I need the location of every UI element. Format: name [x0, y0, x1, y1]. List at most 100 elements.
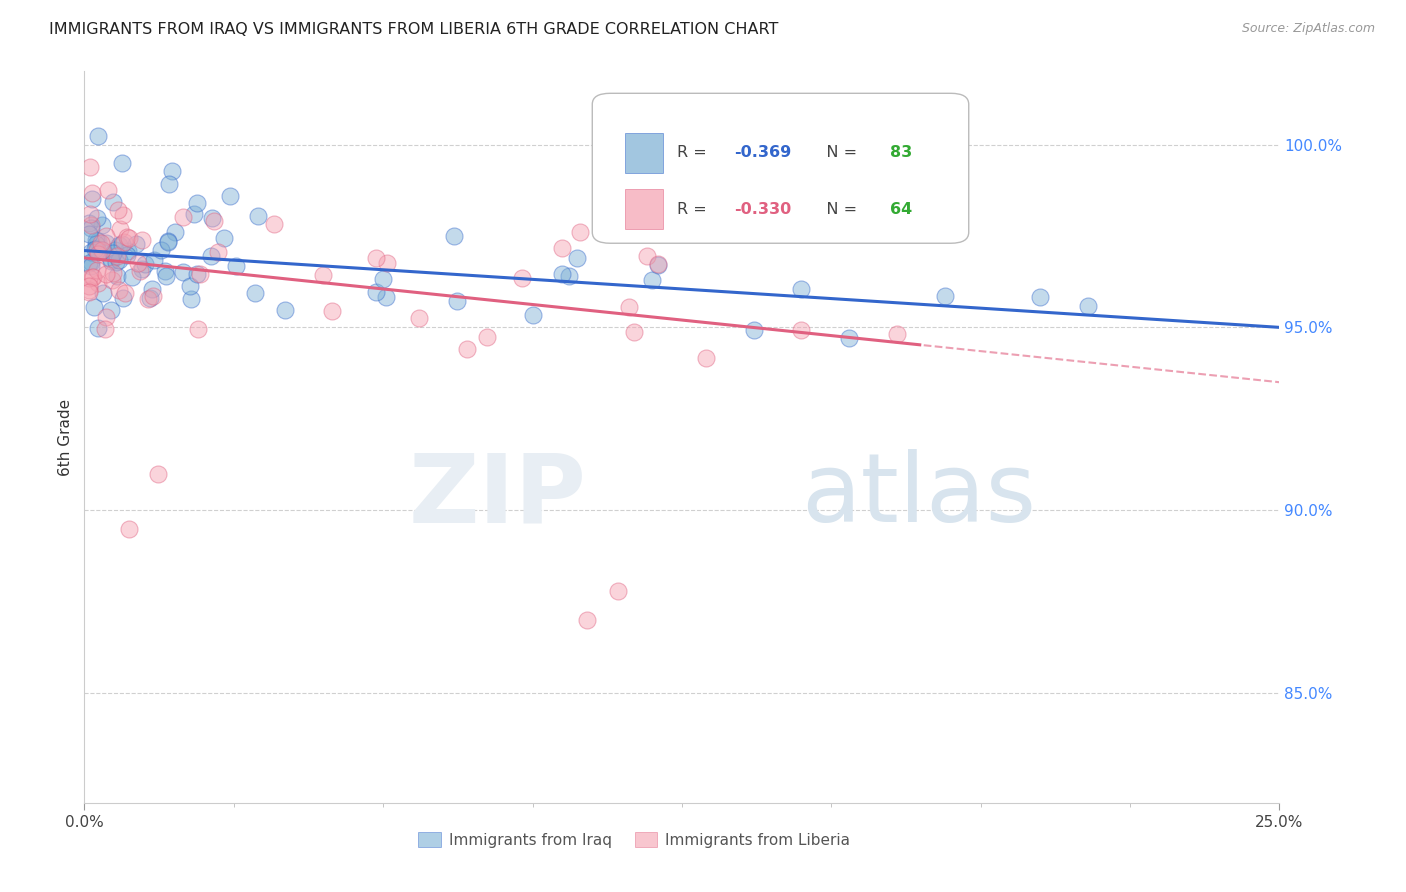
Point [108, 252, 131, 267]
Point [155, 269, 177, 284]
Point [443, 229, 465, 244]
Point [80, 244, 103, 259]
Point [456, 342, 478, 356]
Legend: Immigrants from Iraq, Immigrants from Liberia: Immigrants from Iraq, Immigrants from Li… [412, 825, 856, 854]
Point [695, 351, 717, 365]
Point [172, 265, 194, 279]
Point [157, 235, 180, 249]
Point [121, 270, 143, 285]
Point [96, 310, 118, 324]
Point [101, 246, 124, 260]
Point [886, 326, 908, 341]
Point [790, 322, 813, 336]
Point [225, 259, 247, 273]
Point [101, 194, 124, 209]
Point [86, 242, 108, 256]
Point [510, 270, 533, 285]
Point [117, 244, 139, 258]
Point [263, 217, 285, 231]
Point [134, 258, 156, 272]
Text: 83: 83 [890, 145, 912, 161]
Point [111, 292, 134, 306]
Text: R =: R = [678, 202, 711, 217]
Point [522, 309, 544, 323]
Point [77, 227, 100, 241]
Point [108, 238, 131, 252]
Point [112, 208, 135, 222]
Point [157, 234, 180, 248]
Point [110, 155, 132, 169]
Point [207, 245, 229, 260]
Y-axis label: 6th Grade: 6th Grade [58, 399, 73, 475]
Point [90, 236, 112, 251]
Point [201, 211, 224, 225]
Point [94, 236, 117, 251]
Point [96, 267, 118, 281]
Point [118, 521, 141, 535]
Point [218, 189, 240, 203]
Point [115, 230, 138, 244]
Point [100, 254, 122, 268]
Point [364, 251, 387, 265]
FancyBboxPatch shape [624, 189, 662, 229]
Point [91, 218, 114, 232]
Point [108, 283, 131, 297]
FancyBboxPatch shape [592, 94, 969, 244]
Point [617, 300, 640, 314]
Point [179, 279, 201, 293]
Point [141, 282, 163, 296]
Point [565, 252, 588, 266]
Text: R =: R = [678, 145, 711, 161]
Point [146, 467, 169, 481]
Point [82, 192, 104, 206]
Point [172, 210, 194, 224]
Text: -0.330: -0.330 [734, 202, 792, 217]
Point [149, 244, 172, 258]
Point [551, 267, 574, 281]
Point [212, 230, 235, 244]
Point [157, 177, 180, 191]
Point [86, 262, 108, 277]
Text: atlas: atlas [801, 449, 1036, 542]
Point [551, 241, 574, 255]
Point [647, 258, 669, 272]
Point [160, 164, 183, 178]
Point [101, 273, 124, 287]
Point [934, 289, 956, 303]
Point [202, 213, 225, 227]
Point [77, 271, 100, 285]
Point [86, 211, 108, 225]
Point [623, 325, 645, 339]
Point [86, 244, 108, 258]
Point [366, 285, 388, 300]
Point [183, 207, 205, 221]
Point [86, 233, 108, 247]
Point [155, 264, 177, 278]
Point [475, 330, 498, 344]
Text: IMMIGRANTS FROM IRAQ VS IMMIGRANTS FROM LIBERIA 6TH GRADE CORRELATION CHART: IMMIGRANTS FROM IRAQ VS IMMIGRANTS FROM … [49, 22, 779, 37]
Point [321, 303, 343, 318]
Text: 64: 64 [890, 202, 912, 217]
Point [115, 248, 138, 262]
Point [91, 244, 114, 258]
Point [96, 229, 118, 244]
Point [101, 267, 124, 281]
Point [186, 195, 208, 210]
FancyBboxPatch shape [624, 133, 662, 173]
Point [80, 220, 103, 235]
Point [1029, 290, 1052, 304]
Point [87, 128, 110, 143]
Point [641, 273, 664, 287]
Text: ZIP: ZIP [408, 449, 586, 542]
Point [200, 249, 222, 263]
Point [186, 268, 208, 282]
Point [636, 249, 658, 263]
Point [188, 267, 211, 281]
Point [558, 269, 581, 284]
Point [87, 234, 110, 248]
Point [86, 247, 108, 261]
Point [131, 262, 153, 277]
Point [94, 322, 117, 336]
Point [104, 243, 127, 257]
Point [90, 243, 112, 257]
